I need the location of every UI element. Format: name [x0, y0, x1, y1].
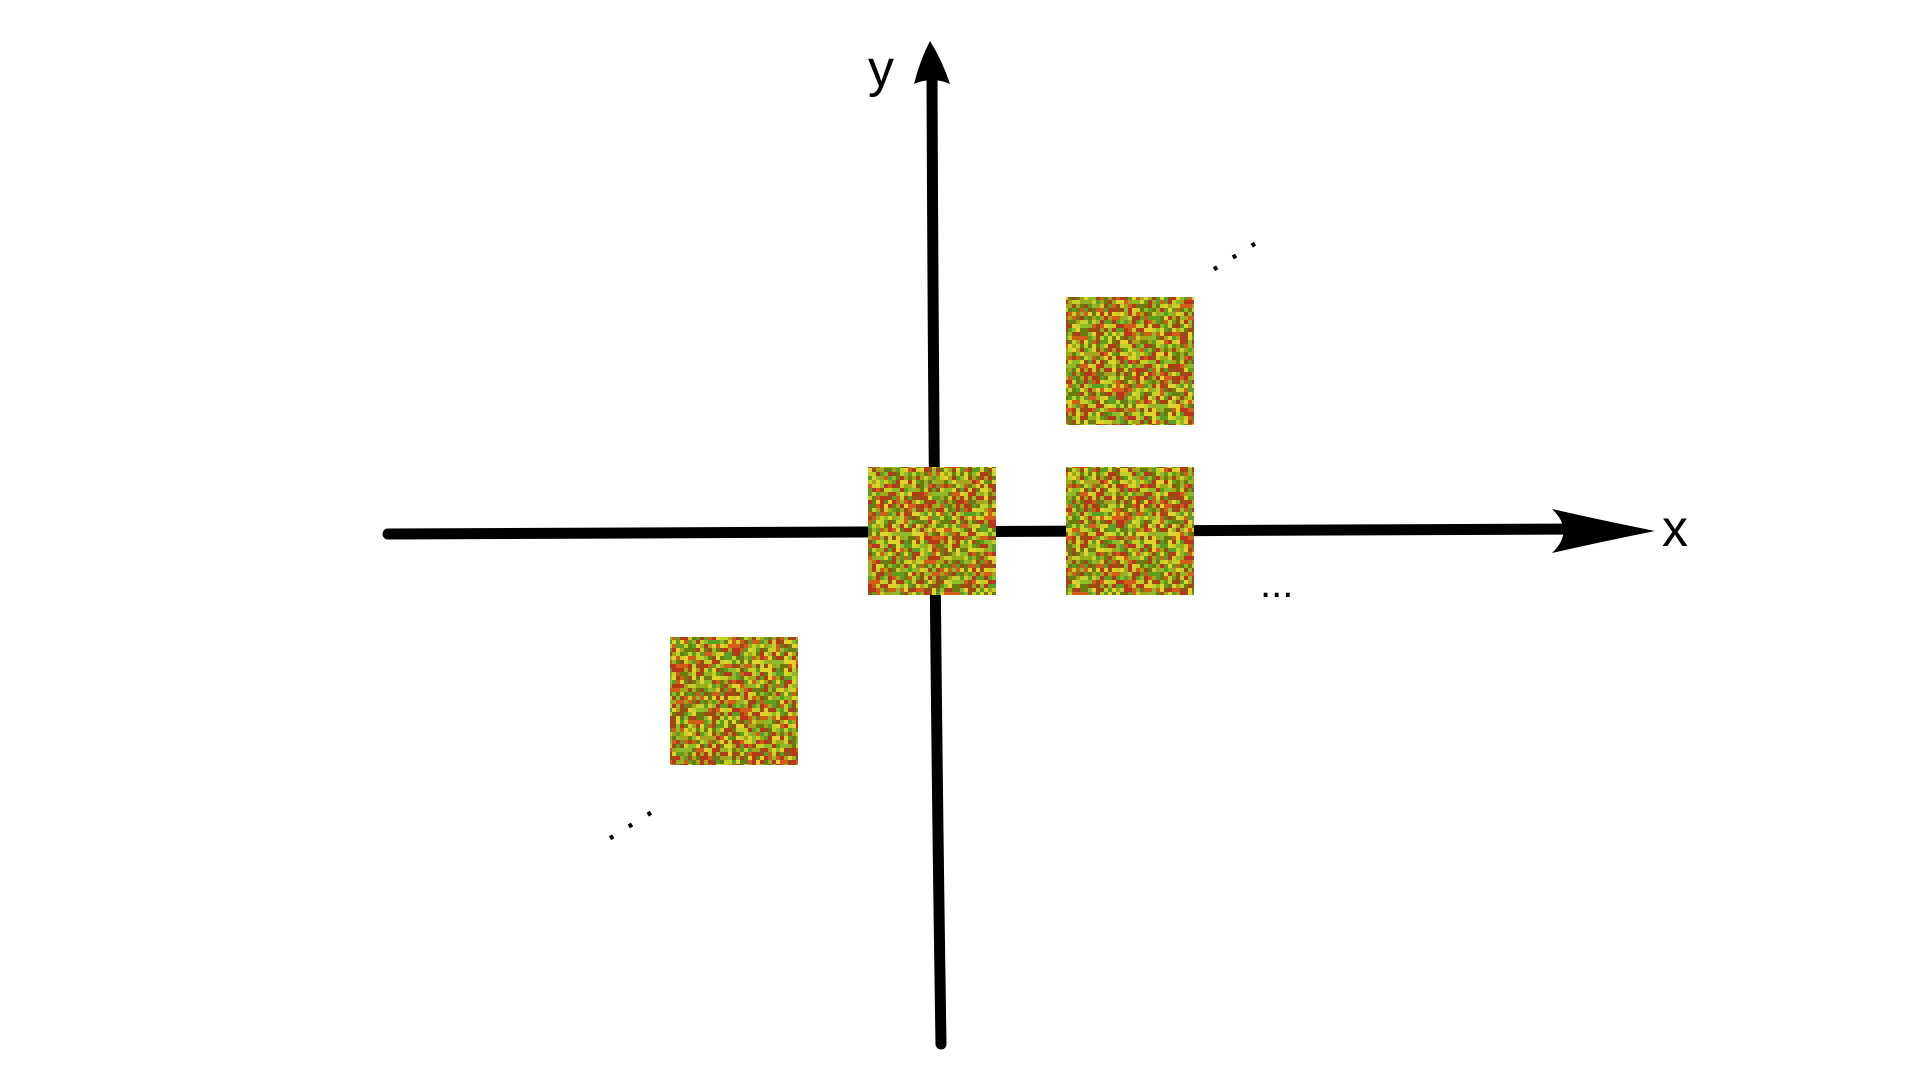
- tile-diag-minus-1: [670, 637, 798, 765]
- tile-origin: [868, 467, 996, 595]
- tile-diag-plus-1: [1066, 297, 1194, 425]
- x-axis: x: [382, 500, 1688, 558]
- upper-diagonal-ellipsis: . . .: [1193, 214, 1263, 281]
- y-axis-arrowhead: [914, 41, 950, 84]
- tile-x-plus-1: [1066, 467, 1194, 595]
- x-axis-label: x: [1662, 500, 1688, 558]
- x-axis-continuation-ellipsis: ...: [1260, 562, 1293, 606]
- y-axis-label: y: [868, 40, 894, 98]
- tiles: [670, 297, 1194, 765]
- x-axis-arrowhead: [1552, 509, 1655, 553]
- lower-diagonal-ellipsis: . . .: [589, 783, 659, 850]
